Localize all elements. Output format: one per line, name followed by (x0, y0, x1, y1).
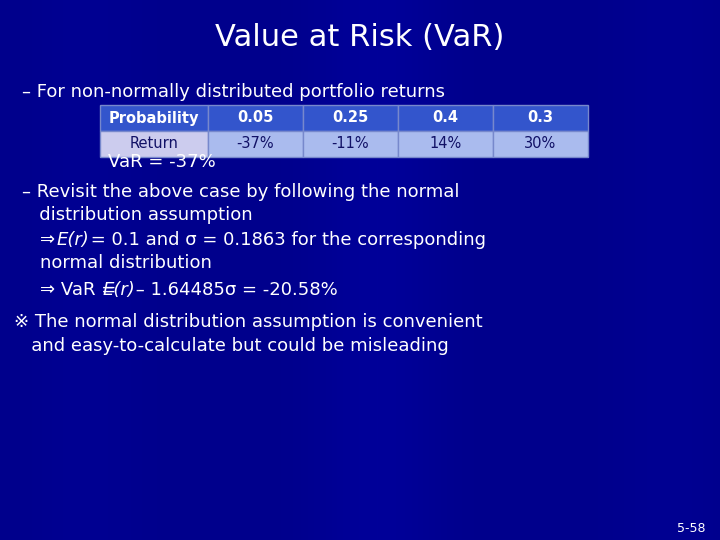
FancyBboxPatch shape (398, 131, 493, 157)
Text: – Revisit the above case by following the normal: – Revisit the above case by following th… (22, 183, 459, 201)
Text: -11%: -11% (332, 137, 369, 152)
Text: 30%: 30% (524, 137, 557, 152)
Text: VaR = -37%: VaR = -37% (108, 153, 216, 171)
FancyBboxPatch shape (100, 131, 208, 157)
Text: 5-58: 5-58 (677, 522, 705, 535)
Text: ⇒: ⇒ (40, 231, 61, 249)
FancyBboxPatch shape (303, 105, 398, 131)
Text: = 0.1 and σ = 0.1863 for the corresponding: = 0.1 and σ = 0.1863 for the correspondi… (85, 231, 486, 249)
Text: ※ The normal distribution assumption is convenient: ※ The normal distribution assumption is … (14, 313, 482, 331)
Text: ⇒ VaR =: ⇒ VaR = (40, 281, 122, 299)
Text: Value at Risk (VaR): Value at Risk (VaR) (215, 24, 505, 52)
FancyBboxPatch shape (398, 105, 493, 131)
FancyBboxPatch shape (208, 131, 303, 157)
Text: – For non-normally distributed portfolio returns: – For non-normally distributed portfolio… (22, 83, 445, 101)
Text: 0.3: 0.3 (528, 111, 554, 125)
FancyBboxPatch shape (303, 131, 398, 157)
Text: distribution assumption: distribution assumption (22, 206, 253, 224)
Text: E(r): E(r) (103, 281, 136, 299)
Text: -37%: -37% (237, 137, 274, 152)
FancyBboxPatch shape (493, 105, 588, 131)
Text: – 1.64485σ = -20.58%: – 1.64485σ = -20.58% (130, 281, 338, 299)
Text: Probability: Probability (109, 111, 199, 125)
Text: 0.25: 0.25 (333, 111, 369, 125)
Text: normal distribution: normal distribution (40, 254, 212, 272)
Text: 0.05: 0.05 (238, 111, 274, 125)
Text: Return: Return (130, 137, 179, 152)
Text: 0.4: 0.4 (433, 111, 459, 125)
FancyBboxPatch shape (493, 131, 588, 157)
Text: E(r): E(r) (57, 231, 90, 249)
Text: and easy-to-calculate but could be misleading: and easy-to-calculate but could be misle… (14, 337, 449, 355)
FancyBboxPatch shape (208, 105, 303, 131)
Text: 14%: 14% (429, 137, 462, 152)
FancyBboxPatch shape (100, 105, 208, 131)
